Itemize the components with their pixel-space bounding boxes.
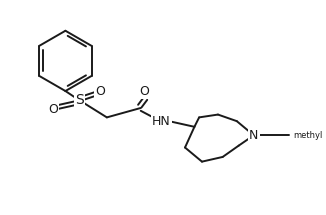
Text: O: O xyxy=(140,84,149,98)
Text: HN: HN xyxy=(152,115,171,128)
Text: S: S xyxy=(75,94,84,108)
Text: methyl: methyl xyxy=(293,131,323,140)
Text: O: O xyxy=(95,84,105,98)
Text: O: O xyxy=(48,103,58,116)
Text: N: N xyxy=(249,129,259,142)
